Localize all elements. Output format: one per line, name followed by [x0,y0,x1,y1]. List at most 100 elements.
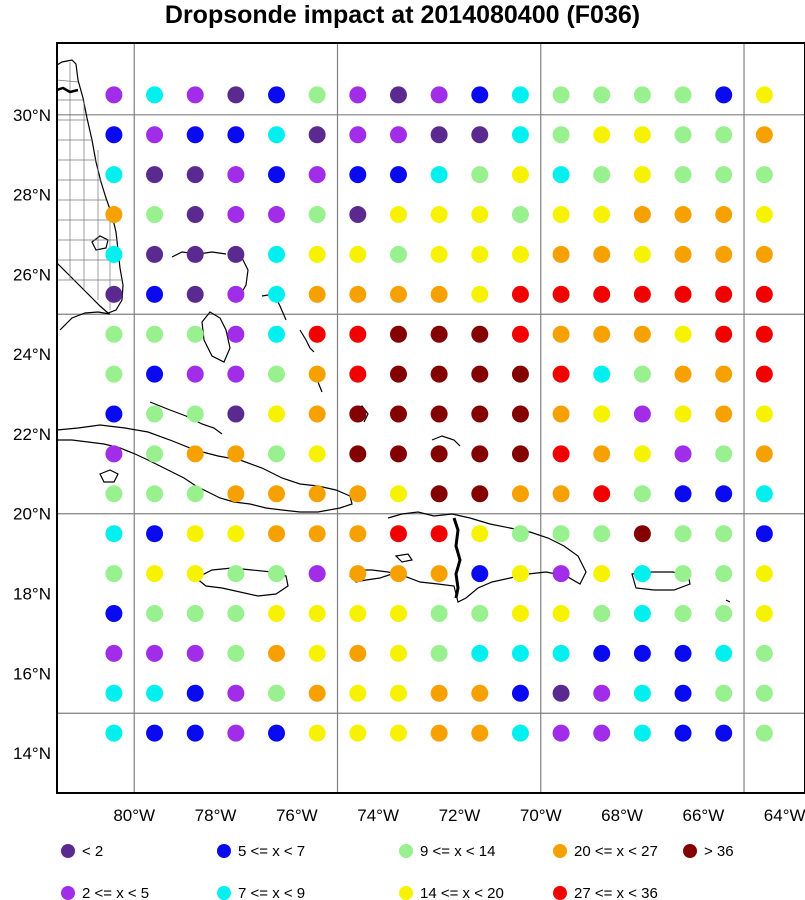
impact-point [268,285,286,303]
impact-point [471,86,489,104]
impact-point [755,405,773,423]
impact-point [511,684,529,702]
lat-tick-label: 14°N [13,744,51,763]
latitude-tick-labels: 30°N 28°N 26°N 24°N 22°N 20°N 18°N 16°N 14°N [13,106,51,763]
impact-point [593,644,611,662]
impact-point [389,604,407,622]
impact-point [186,325,204,343]
legend-swatch [553,886,567,900]
impact-point [389,525,407,543]
impact-point [389,684,407,702]
impact-point [471,365,489,383]
impact-point [674,325,692,343]
impact-point [471,325,489,343]
lon-tick-label: 72°W [439,806,481,825]
impact-point [715,206,733,224]
impact-point [349,644,367,662]
impact-point [349,724,367,742]
impact-point [349,206,367,224]
impact-point [227,724,245,742]
florida-keys [59,311,111,331]
legend-label: < 2 [82,843,103,860]
impact-point [308,285,326,303]
impact-point [308,724,326,742]
impact-point [349,485,367,503]
impact-point [430,86,448,104]
impact-point [593,285,611,303]
impact-point [146,684,164,702]
impact-point [511,644,529,662]
lon-tick-label: 70°W [520,806,562,825]
impact-point [308,684,326,702]
impact-point [430,126,448,144]
impact-point [268,245,286,263]
impact-point [227,126,245,144]
impact-point [146,724,164,742]
impact-point [755,365,773,383]
impact-point [389,126,407,144]
impact-point [146,565,164,583]
impact-point [349,445,367,463]
impact-point [430,445,448,463]
lat-tick-label: 18°N [13,585,51,604]
impact-point [268,365,286,383]
impact-point [105,405,123,423]
impact-point [227,644,245,662]
lat-tick-label: 20°N [13,505,51,524]
cuba-coastline [57,424,353,513]
impact-point [146,365,164,383]
exuma-chain [299,329,315,353]
impact-point [308,325,326,343]
impact-point [511,724,529,742]
impact-point [674,644,692,662]
impact-point [552,365,570,383]
impact-point [511,126,529,144]
impact-point [308,206,326,224]
impact-point [349,325,367,343]
impact-point [593,724,611,742]
impact-point [511,525,529,543]
impact-point [755,166,773,184]
impact-point [471,604,489,622]
impact-point [511,405,529,423]
impact-point [471,166,489,184]
impact-point [715,565,733,583]
legend-label: 27 <= x < 36 [574,885,658,900]
impact-point [674,604,692,622]
impact-point [633,86,651,104]
impact-point [633,445,651,463]
impact-point [552,445,570,463]
impact-point [186,245,204,263]
impact-point [674,126,692,144]
impact-point [633,365,651,383]
impact-point [268,565,286,583]
impact-point [552,166,570,184]
legend-swatch [399,886,413,900]
impact-point [227,604,245,622]
lat-tick-label: 30°N [13,106,51,125]
impact-point [349,405,367,423]
lat-tick-label: 28°N [13,186,51,205]
impact-point [389,325,407,343]
lon-tick-label: 68°W [601,806,643,825]
impact-point [105,245,123,263]
impact-point [755,285,773,303]
impact-point [552,126,570,144]
impact-point [715,644,733,662]
impact-point [349,604,367,622]
impact-point [552,485,570,503]
impact-point [430,245,448,263]
impact-point [552,644,570,662]
legend-swatch [399,844,413,858]
impact-point [674,365,692,383]
florida-coastline [57,59,124,314]
impact-point [471,485,489,503]
impact-point [633,285,651,303]
impact-point [552,724,570,742]
state-line [57,86,79,94]
impact-point [430,325,448,343]
impact-point [308,245,326,263]
impact-point [268,485,286,503]
impact-point [755,684,773,702]
impact-point [430,565,448,583]
